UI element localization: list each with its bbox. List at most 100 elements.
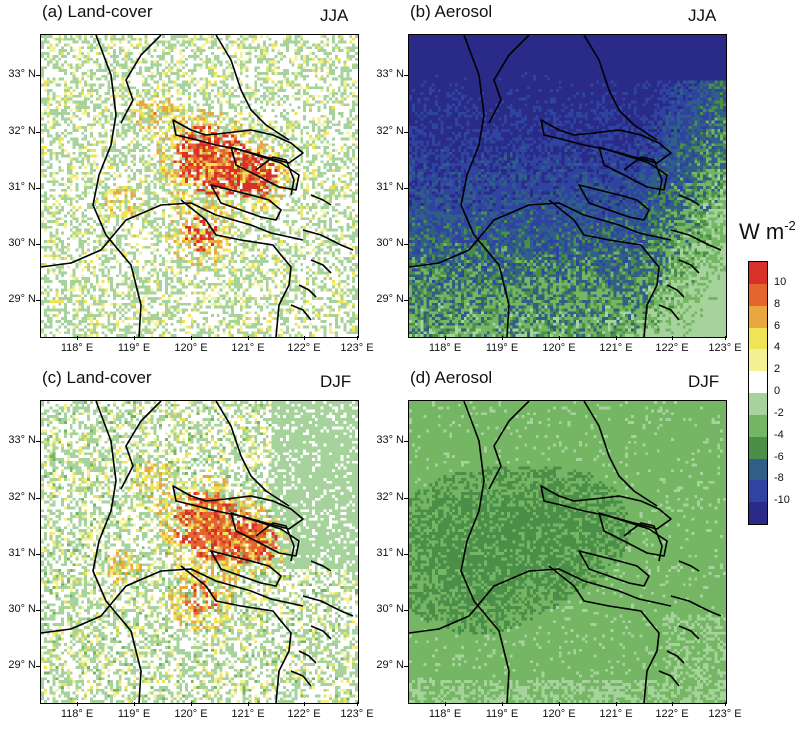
- boundary-line: [598, 512, 668, 557]
- heatmap-canvas: [41, 35, 358, 337]
- lon-tick-label: 123° E: [340, 342, 374, 354]
- boundary-line: [92, 35, 142, 337]
- boundary-lines: [41, 35, 354, 337]
- lon-tick-mark: [248, 702, 249, 706]
- panel-title: (d) Aerosol: [410, 368, 493, 387]
- lat-tick-label: 29° N: [8, 659, 36, 671]
- colorbar-label: 4: [774, 341, 781, 354]
- colorbar-label: -10: [774, 494, 790, 507]
- colorbar-segment: [749, 349, 767, 372]
- lat-tick-label: 30° N: [8, 237, 36, 249]
- boundary-line: [255, 156, 295, 196]
- colorbar-label: -2: [774, 406, 784, 419]
- panel-title: (a) Land-cover: [42, 2, 153, 21]
- colorbar-segment: [749, 327, 767, 350]
- boundary-lines: [409, 35, 722, 337]
- season-label: DJF: [688, 372, 720, 391]
- colorbar-segment: [749, 436, 767, 459]
- boundary-line: [41, 202, 304, 268]
- lon-tick-label: 120° E: [174, 342, 208, 354]
- boundary-lines: [409, 401, 722, 703]
- boundary-line: [409, 568, 672, 634]
- lat-tick-label: 29° N: [376, 659, 404, 671]
- lat-tick-label: 30° N: [376, 603, 404, 615]
- boundary-line: [548, 199, 660, 337]
- lon-tick-mark: [357, 336, 358, 340]
- lon-tick-mark: [304, 702, 305, 706]
- boundary-line: [210, 550, 282, 587]
- map-frame: [408, 400, 727, 704]
- boundary-line: [598, 146, 668, 191]
- boundary-line: [578, 184, 650, 221]
- lat-tick-label: 31° N: [376, 547, 404, 559]
- lat-tick-label: 31° N: [376, 181, 404, 193]
- lon-tick-mark: [616, 702, 617, 706]
- lon-tick-label: 121° E: [599, 708, 633, 720]
- lon-tick-label: 119° E: [117, 708, 151, 720]
- lon-tick-mark: [559, 336, 560, 340]
- lat-tick-mark: [36, 132, 40, 133]
- boundary-line: [460, 401, 510, 703]
- boundary-line: [658, 560, 722, 687]
- boundary-line: [548, 565, 660, 703]
- lon-tick-mark: [445, 336, 446, 340]
- boundary-line: [540, 119, 672, 164]
- boundary-line: [583, 35, 658, 141]
- lat-tick-mark: [404, 554, 408, 555]
- lon-tick-label: 122° E: [655, 708, 689, 720]
- boundary-line: [578, 550, 650, 587]
- panel-title: (c) Land-cover: [42, 368, 152, 387]
- boundary-lines: [41, 401, 354, 703]
- boundary-line: [409, 202, 672, 268]
- lat-tick-mark: [404, 498, 408, 499]
- boundary-line: [540, 485, 672, 530]
- boundary-line: [120, 35, 162, 124]
- lat-tick-label: 31° N: [8, 547, 36, 559]
- lon-tick-mark: [304, 336, 305, 340]
- colorbar-segment: [749, 283, 767, 307]
- colorbar-label: 8: [774, 297, 781, 310]
- lon-tick-label: 120° E: [174, 708, 208, 720]
- lon-tick-label: 118° E: [428, 708, 462, 720]
- colorbar-label: 6: [774, 319, 781, 332]
- lat-tick-mark: [404, 610, 408, 611]
- lon-tick-mark: [77, 702, 78, 706]
- unit-exponent: -2: [784, 218, 796, 233]
- lat-tick-label: 32° N: [8, 491, 36, 503]
- lon-tick-mark: [559, 702, 560, 706]
- boundary-line: [488, 401, 530, 490]
- boundary-line: [92, 401, 142, 703]
- boundary-line: [488, 35, 530, 124]
- colorbar-label: 2: [774, 363, 781, 376]
- boundary-line: [215, 35, 290, 141]
- lat-tick-mark: [404, 441, 408, 442]
- lon-tick-mark: [672, 336, 673, 340]
- colorbar-segment: [749, 305, 767, 328]
- lat-tick-mark: [36, 75, 40, 76]
- lat-tick-label: 32° N: [376, 491, 404, 503]
- boundary-line: [623, 156, 663, 196]
- boundary-line: [180, 199, 292, 337]
- boundary-line: [210, 184, 282, 221]
- boundary-line: [290, 560, 354, 687]
- boundary-line: [230, 146, 300, 191]
- lon-tick-mark: [725, 336, 726, 340]
- lat-tick-mark: [36, 498, 40, 499]
- colorbar-label: -4: [774, 428, 784, 441]
- lon-tick-label: 122° E: [655, 342, 689, 354]
- colorbar-segment: [749, 262, 767, 285]
- lat-tick-mark: [404, 132, 408, 133]
- boundary-line: [290, 194, 354, 321]
- colorbar: [748, 261, 768, 525]
- boundary-line: [460, 35, 510, 337]
- boundary-line: [41, 568, 304, 634]
- lat-tick-mark: [404, 244, 408, 245]
- lon-tick-label: 121° E: [231, 342, 265, 354]
- heatmap-canvas: [409, 401, 726, 703]
- lat-tick-label: 33° N: [376, 68, 404, 80]
- lat-tick-label: 29° N: [8, 293, 36, 305]
- lon-tick-mark: [248, 336, 249, 340]
- lon-tick-label: 123° E: [340, 708, 374, 720]
- season-label: JJA: [688, 6, 717, 25]
- boundary-line: [172, 485, 304, 530]
